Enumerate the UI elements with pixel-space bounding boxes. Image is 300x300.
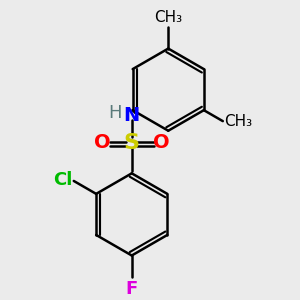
Text: N: N: [124, 106, 140, 125]
Text: S: S: [124, 133, 140, 153]
Text: CH₃: CH₃: [154, 10, 182, 25]
Text: O: O: [94, 134, 111, 152]
Text: H: H: [108, 104, 122, 122]
Text: Cl: Cl: [53, 171, 72, 189]
Text: F: F: [126, 280, 138, 298]
Text: O: O: [153, 134, 169, 152]
Text: CH₃: CH₃: [224, 114, 253, 129]
